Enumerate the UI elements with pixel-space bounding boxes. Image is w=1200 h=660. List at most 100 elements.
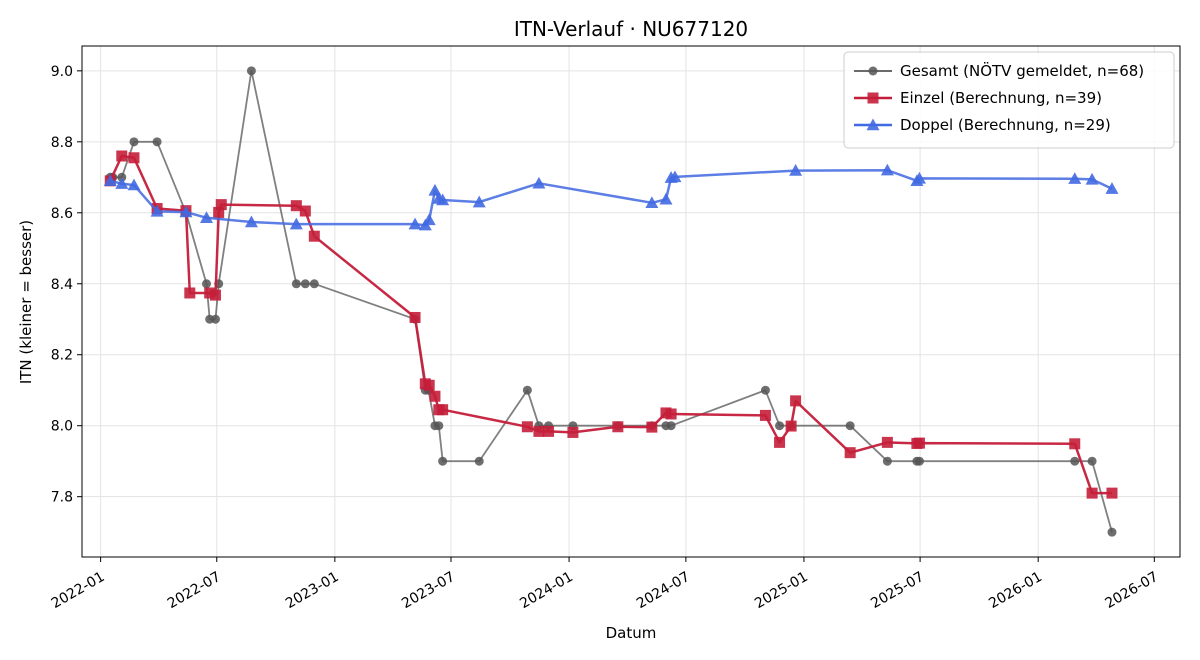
- data-point: [438, 456, 448, 466]
- data-point: [1087, 456, 1097, 466]
- chart-title: ITN-Verlauf · NU677120: [514, 17, 748, 41]
- legend-marker: [867, 92, 879, 104]
- data-point: [184, 287, 196, 299]
- data-point: [1085, 172, 1099, 185]
- y-axis-ticks: 7.8 8.0 8.2 8.4 8.6 8.8 9.0: [51, 64, 82, 506]
- data-point: [215, 199, 227, 211]
- data-point: [666, 421, 676, 431]
- legend-box: [843, 51, 1175, 149]
- data-point: [844, 447, 856, 459]
- data-point: [646, 421, 658, 433]
- data-point: [213, 206, 225, 218]
- data-point: [914, 456, 924, 466]
- y-tick-label: 8.6: [51, 206, 73, 222]
- data-point: [308, 230, 320, 242]
- data-point: [845, 421, 855, 431]
- legend-label: Einzel (Berechnung, n=39): [900, 89, 1102, 107]
- data-point: [299, 205, 311, 217]
- data-point: [209, 289, 221, 301]
- data-point: [244, 215, 258, 228]
- plot-frame: [81, 45, 1181, 558]
- y-tick-label: 8.0: [51, 419, 73, 435]
- data-point: [645, 196, 659, 209]
- data-point: [533, 425, 545, 437]
- data-point: [291, 279, 301, 289]
- data-point: [1105, 182, 1119, 194]
- y-tick-label: 9.0: [51, 64, 73, 80]
- series-einzel: [104, 150, 1118, 499]
- data-point: [289, 217, 303, 230]
- data-point: [659, 192, 673, 205]
- data-point: [152, 137, 162, 147]
- data-point: [201, 279, 211, 289]
- data-point: [1106, 487, 1118, 499]
- data-point: [567, 426, 579, 438]
- data-point: [409, 311, 421, 323]
- data-point: [1070, 456, 1080, 466]
- data-point: [129, 137, 139, 147]
- data-point: [882, 456, 892, 466]
- legend-entry: Einzel (Berechnung, n=39): [854, 89, 1102, 107]
- y-tick-label: 8.4: [51, 277, 73, 293]
- data-point: [422, 213, 436, 226]
- data-point: [150, 204, 164, 217]
- y-tick-label: 8.2: [51, 348, 73, 364]
- data-point: [300, 279, 310, 289]
- data-point: [785, 420, 797, 432]
- data-point: [790, 395, 802, 407]
- data-point: [521, 421, 533, 433]
- data-point: [246, 66, 256, 76]
- legend-entry: Gesamt (NÖTV gemeldet, n=68): [854, 61, 1144, 80]
- data-point: [408, 217, 422, 230]
- data-point: [880, 163, 894, 176]
- data-point: [127, 178, 141, 191]
- data-point: [881, 436, 893, 448]
- data-point: [912, 171, 926, 184]
- data-point: [612, 421, 624, 433]
- data-point: [210, 314, 220, 324]
- data-point: [1068, 172, 1082, 184]
- data-point: [522, 385, 532, 395]
- data-point: [103, 174, 117, 187]
- legend-label: Doppel (Berechnung, n=29): [900, 116, 1111, 134]
- data-point: [436, 193, 450, 206]
- data-point: [204, 287, 216, 299]
- data-point: [1107, 527, 1117, 537]
- data-point: [437, 404, 449, 416]
- data-point: [290, 200, 302, 212]
- legend-label: Gesamt (NÖTV gemeldet, n=68): [900, 61, 1144, 80]
- x-axis-label: Datum: [606, 624, 657, 642]
- data-point: [665, 408, 677, 420]
- data-point: [1086, 487, 1098, 499]
- legend: Gesamt (NÖTV gemeldet, n=68) Einzel (Bere…: [843, 51, 1175, 149]
- data-point: [199, 211, 213, 223]
- data-point: [116, 150, 128, 162]
- series-doppel: [103, 163, 1119, 231]
- data-point: [913, 437, 925, 449]
- data-point: [472, 195, 486, 208]
- data-point: [774, 436, 786, 448]
- data-point: [115, 177, 129, 189]
- data-point: [429, 390, 441, 402]
- data-point: [179, 205, 193, 218]
- data-point: [668, 170, 682, 183]
- y-axis-label: ITN (kleiner = besser): [17, 220, 35, 384]
- data-point: [760, 385, 770, 395]
- legend-entry: Doppel (Berechnung, n=29): [854, 116, 1111, 134]
- data-point: [1069, 438, 1081, 450]
- data-point: [543, 425, 555, 437]
- series-layer: [103, 66, 1119, 537]
- data-point: [759, 409, 771, 421]
- y-tick-label: 8.8: [51, 135, 73, 151]
- data-point: [309, 279, 319, 289]
- data-point: [474, 456, 484, 466]
- data-point: [423, 379, 435, 391]
- data-point: [128, 152, 140, 164]
- data-point: [775, 421, 785, 431]
- data-point: [434, 421, 444, 431]
- data-point: [789, 164, 803, 176]
- data-point: [428, 183, 442, 196]
- y-tick-label: 7.8: [51, 490, 73, 506]
